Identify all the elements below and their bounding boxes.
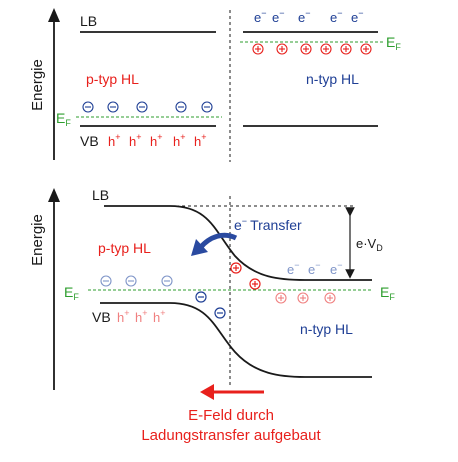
top-holes: h+ h+ h+ h+ h+ [108, 132, 207, 149]
hole: h+ [194, 132, 207, 149]
electron: e− [351, 8, 364, 25]
top-electrons: e− e− e− e− e− [254, 8, 364, 25]
acceptor-ion [214, 307, 226, 319]
acceptor-ion [175, 101, 187, 113]
hole: h+ [135, 308, 148, 325]
acceptor-ion [125, 275, 137, 287]
bottom-conduction-band [104, 205, 372, 281]
acceptor-ion [100, 275, 112, 287]
bottom-vb-label: VB [92, 309, 111, 325]
top-p-ef-label: EF [56, 110, 71, 128]
top-diagram: Energie LB VB EF p-typ HL h+ h+ h+ h+ h+ [29, 8, 401, 162]
bottom-n-donor-ions [275, 292, 336, 304]
top-donor-ions [252, 43, 372, 55]
top-n-type-label: n-typ HL [306, 71, 359, 87]
acceptor-ion [136, 101, 148, 113]
electron: e− [272, 8, 285, 25]
donor-ion [324, 292, 336, 304]
bottom-holes: h+ h+ h+ [117, 308, 166, 325]
donor-ion [252, 43, 264, 55]
bottom-valence-band [100, 302, 372, 378]
donor-ion [275, 292, 287, 304]
bottom-p-acceptor-ions [100, 275, 173, 287]
donor-ion [340, 43, 352, 55]
electron: e− [254, 8, 267, 25]
caption-line-2: Ladungstransfer aufgebaut [141, 427, 321, 444]
electric-field-arrowhead [200, 384, 214, 400]
top-vb-label: VB [80, 133, 99, 149]
bottom-n-ef-label: EF [380, 284, 395, 302]
hole: h+ [129, 132, 142, 149]
donor-ion [360, 43, 372, 55]
top-n-ef-label: EF [386, 34, 401, 52]
top-p-type-label: p-typ HL [86, 71, 139, 87]
bottom-axis-label: Energie [29, 214, 46, 266]
acceptor-ion [161, 275, 173, 287]
donor-ion [276, 43, 288, 55]
electron: e− [287, 260, 300, 277]
electron: e− [330, 260, 343, 277]
electron-transfer-label: e− Transfer [234, 216, 302, 233]
acceptor-ion [195, 291, 207, 303]
top-energy-axis-arrowhead [48, 8, 60, 22]
electron: e− [298, 8, 311, 25]
built-in-potential-label: e·VD [356, 236, 383, 253]
donor-ion [249, 278, 261, 290]
bottom-electrons: e− e− e− [287, 260, 343, 277]
hole: h+ [150, 132, 163, 149]
top-axis-label: Energie [29, 59, 46, 111]
bottom-lb-label: LB [92, 187, 109, 203]
acceptor-ion [201, 101, 213, 113]
bottom-n-type-label: n-typ HL [300, 321, 353, 337]
bottom-depletion-donor-ions [230, 262, 261, 290]
donor-ion [300, 43, 312, 55]
top-lb-label: LB [80, 13, 97, 29]
acceptor-ion [82, 101, 94, 113]
hole: h+ [173, 132, 186, 149]
bottom-p-ef-label: EF [64, 284, 79, 302]
top-acceptor-ions [82, 101, 213, 113]
bottom-energy-axis-arrowhead [48, 188, 60, 202]
donor-ion [297, 292, 309, 304]
hole: h+ [108, 132, 121, 149]
donor-ion [320, 43, 332, 55]
acceptor-ion [107, 101, 119, 113]
bottom-depletion-acceptor-ions [195, 291, 226, 319]
donor-ion [230, 262, 242, 274]
hole: h+ [153, 308, 166, 325]
electron: e− [308, 260, 321, 277]
caption-line-1: E-Feld durch [188, 407, 274, 424]
bottom-p-type-label: p-typ HL [98, 240, 151, 256]
electron: e− [330, 8, 343, 25]
hole: h+ [117, 308, 130, 325]
electron-transfer-arrowhead [191, 239, 208, 256]
bottom-diagram: Energie LB VB EF EF e·VD e− Transfer p-ty… [29, 187, 395, 444]
electron-transfer-arrow [198, 232, 238, 250]
